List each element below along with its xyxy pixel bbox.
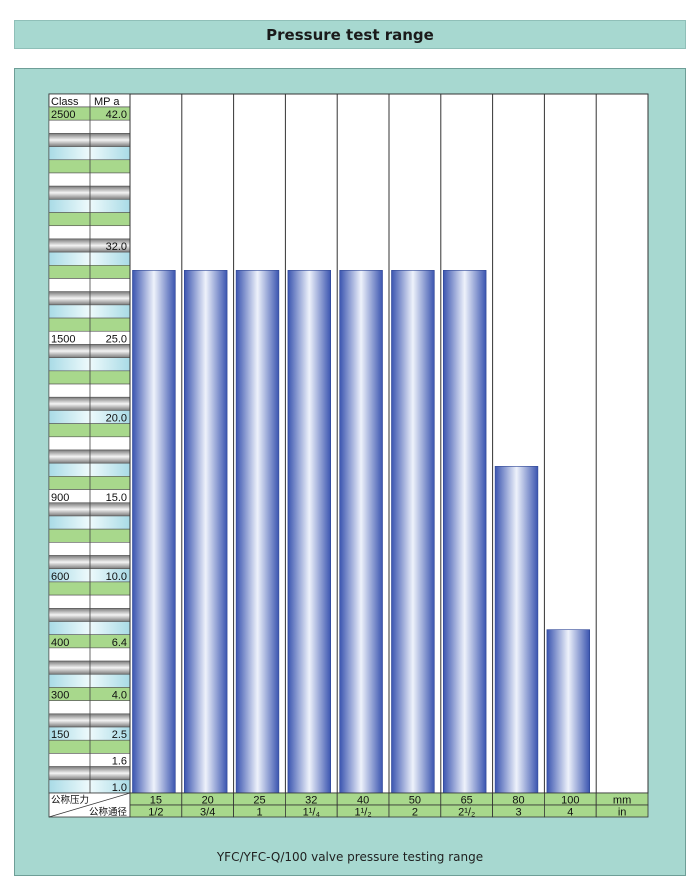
in-tick-label: in [618, 807, 627, 819]
mpa-tick-label: 42.0 [106, 109, 127, 121]
class-tick-label: 400 [51, 637, 69, 649]
scale-row [48, 212, 131, 227]
mm-tick-label: 50 [409, 795, 421, 807]
class-axis-label: Class [51, 96, 79, 108]
scale-row [48, 172, 131, 187]
in-tick-label: 4 [567, 807, 573, 819]
scale-row [48, 423, 131, 438]
scale-row [48, 660, 131, 675]
bar-dn20 [184, 270, 228, 794]
in-cell [595, 804, 649, 818]
scale-row [48, 396, 131, 411]
class-tick-label: 1500 [51, 333, 75, 345]
mm-tick-label: 25 [253, 795, 265, 807]
scale-row [48, 673, 131, 688]
mm-tick-label: 65 [461, 795, 473, 807]
mm-tick-label: 32 [305, 795, 317, 807]
scale-row [48, 555, 131, 570]
bar-dn80 [494, 466, 539, 794]
bar-dn15 [132, 270, 176, 794]
mm-tick-label: 15 [150, 795, 162, 807]
scale-row [48, 304, 131, 319]
scale-row [48, 251, 131, 266]
scale-row [48, 159, 131, 174]
in-tick-label: 1/2 [148, 807, 163, 819]
scale-row [48, 185, 131, 200]
in-tick-label: 1¹/₂ [355, 807, 372, 819]
scale-row [48, 515, 131, 530]
mm-tick-label: 40 [357, 795, 369, 807]
class-tick-label: 900 [51, 492, 69, 504]
bar-dn40 [339, 270, 383, 794]
mpa-tick-label: 10.0 [106, 571, 127, 583]
bar-dn100 [546, 629, 591, 794]
nominal-diameter-label: 公称通径 [89, 806, 128, 818]
mpa-tick-label: 6.4 [112, 637, 127, 649]
in-tick-label: 2¹/₂ [458, 807, 475, 819]
footer-diagonal [48, 792, 131, 818]
scale-row [48, 766, 131, 781]
scale-row [48, 476, 131, 490]
scale-row [48, 383, 131, 398]
mpa-tick-label: 2.5 [112, 729, 127, 741]
scale-row [48, 542, 131, 556]
mpa-tick-label: 1.0 [112, 782, 127, 794]
bar-dn32 [287, 270, 331, 794]
bar-dn65 [442, 270, 487, 794]
scale-row [48, 502, 131, 517]
scale-row [48, 199, 131, 213]
scale-row [48, 581, 131, 596]
chart-caption: YFC/YFC-Q/100 valve pressure testing ran… [216, 850, 484, 864]
class-tick-label: 150 [51, 729, 69, 741]
scale-row [48, 462, 131, 477]
scale-row [48, 528, 131, 543]
nominal-pressure-label: 公称压力 [51, 794, 89, 806]
scale-row [48, 265, 131, 279]
class-tick-label: 300 [51, 690, 69, 702]
mm-tick-label: 80 [512, 795, 524, 807]
page-title: Pressure test range [14, 20, 686, 49]
scale-row [48, 119, 131, 134]
bar-dn25 [235, 270, 280, 794]
mm-tick-label: mm [613, 795, 631, 807]
mpa-axis-label: MP a [94, 96, 120, 108]
scale-row [48, 608, 131, 622]
mpa-tick-label: 32.0 [106, 241, 127, 253]
scale-row [48, 344, 131, 358]
scale-row [48, 370, 131, 385]
scale-row [48, 278, 131, 292]
scale-row [48, 133, 131, 147]
scale-row [48, 225, 131, 240]
class-tick-label: 2500 [51, 109, 75, 121]
in-tick-label: 3/4 [200, 807, 215, 819]
scale-row [48, 449, 131, 464]
mpa-tick-label: 20.0 [106, 413, 127, 425]
class-tick-label: 600 [51, 571, 69, 583]
mm-tick-label: 20 [202, 795, 214, 807]
scale-row [48, 713, 131, 728]
scale-row [48, 291, 131, 306]
in-tick-label: 3 [515, 807, 521, 819]
scale-row [48, 594, 131, 609]
scale-row [48, 700, 131, 715]
mpa-tick-label: 15.0 [106, 492, 127, 504]
bar-dn50 [391, 270, 435, 794]
in-tick-label: 1 [256, 807, 262, 819]
mpa-tick-label: 25.0 [106, 333, 127, 345]
scale-row [48, 317, 131, 332]
in-tick-label: 2 [412, 807, 418, 819]
mpa-tick-label: 1.6 [112, 756, 127, 768]
scale-row [48, 621, 131, 635]
scale-row [48, 357, 131, 372]
scale-row [48, 146, 131, 161]
scale-row [48, 647, 131, 662]
mpa-tick-label: 4.0 [112, 690, 127, 702]
scale-row [48, 739, 131, 754]
mm-tick-label: 100 [561, 795, 579, 807]
in-tick-label: 1¹/₄ [303, 807, 321, 819]
scale-row [48, 436, 131, 451]
